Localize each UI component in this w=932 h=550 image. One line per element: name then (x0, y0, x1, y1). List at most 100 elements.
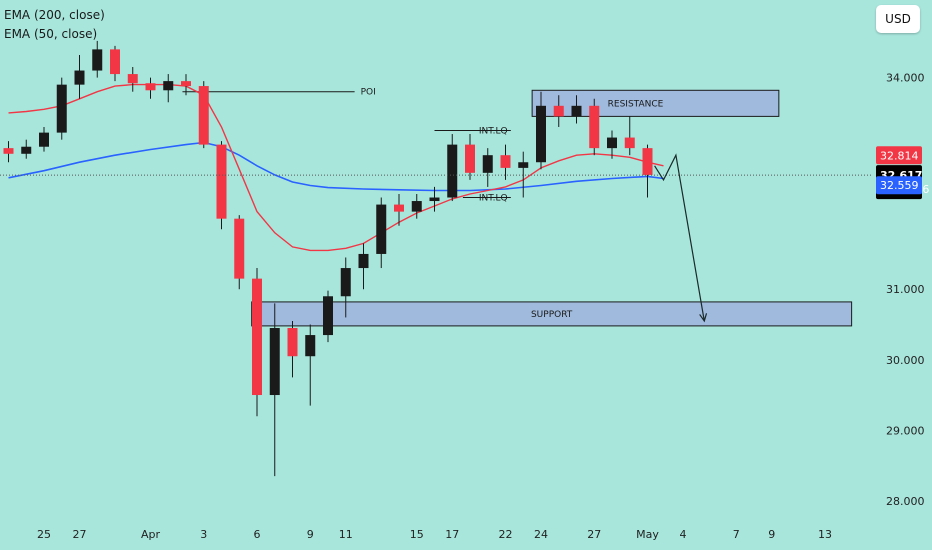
candle-body (92, 49, 103, 71)
zone-label-support: SUPPORT (531, 310, 573, 320)
candle-25 (447, 134, 458, 202)
candle-21 (376, 197, 387, 269)
x-tick-label: 27 (587, 528, 601, 541)
candle-14 (252, 268, 262, 417)
projection-layer (0, 153, 872, 323)
candle-body (127, 74, 138, 84)
candles-layer (3, 40, 653, 477)
price-label-bg (876, 176, 922, 195)
legend-ema50[interactable]: EMA (50, close) (4, 27, 98, 41)
candle-1 (21, 139, 32, 159)
candle-body (305, 335, 316, 357)
x-tick-label: 17 (445, 528, 459, 541)
candle-body (553, 105, 564, 117)
indicator-legend: EMA (200, close) EMA (50, close) (4, 6, 105, 44)
y-tick-label: 30.000 (886, 354, 925, 367)
candle-17 (305, 324, 316, 406)
annotation-label-1: INT.LQ (479, 127, 508, 137)
currency-button[interactable]: USD (876, 5, 920, 33)
x-tick-label: 11 (339, 528, 353, 541)
candle-body (163, 81, 174, 91)
candle-body (198, 86, 209, 145)
candle-body (411, 201, 422, 212)
ema-layer (8, 83, 664, 252)
candle-8 (145, 77, 156, 99)
y-tick-label: 34.000 (886, 72, 925, 85)
ema50-line (8, 83, 664, 252)
y-tick-label: 28.000 (886, 495, 925, 508)
x-tick-label: 4 (680, 528, 687, 541)
candle-body (394, 204, 404, 212)
candle-27 (482, 148, 493, 187)
y-tick-label: 31.000 (886, 283, 925, 296)
projection-path (654, 153, 705, 322)
legend-ema200[interactable]: EMA (200, close) (4, 8, 105, 22)
candle-body (323, 296, 333, 336)
annotation-label-0: POI (361, 88, 376, 98)
x-tick-label: 3 (200, 528, 207, 541)
candle-body (429, 197, 440, 202)
candle-body (56, 84, 67, 133)
x-tick-label: 15 (410, 528, 424, 541)
candle-9 (163, 74, 174, 103)
candle-body (340, 268, 351, 297)
candle-32 (571, 95, 582, 124)
candle-body (3, 148, 14, 154)
candle-body (145, 83, 156, 91)
candle-body (447, 144, 458, 198)
candle-23 (411, 193, 422, 219)
candle-34 (607, 130, 617, 159)
candle-body (500, 155, 511, 168)
candle-body (482, 155, 493, 173)
price-label-text: 32.814 (880, 149, 919, 162)
x-tick-label: 24 (534, 528, 548, 541)
x-tick-label: 9 (307, 528, 314, 541)
annotation-label-2: INT.LQ (479, 194, 508, 204)
candle-body (21, 146, 32, 154)
candle-2 (39, 126, 49, 152)
candle-13 (234, 215, 245, 290)
candle-body (589, 105, 600, 149)
x-tick-label: 13 (818, 528, 832, 541)
projection-arrowhead (699, 313, 708, 323)
candle-15 (269, 303, 280, 477)
x-tick-label: 27 (73, 528, 87, 541)
candle-body (269, 328, 280, 396)
candle-22 (394, 193, 404, 226)
candle-body (624, 137, 635, 149)
x-tick-label: May (636, 528, 659, 541)
x-tick-label: 9 (768, 528, 775, 541)
candle-body (607, 137, 617, 149)
ema200-line (8, 141, 664, 192)
candle-body (376, 204, 387, 254)
candle-body (571, 105, 582, 117)
candle-12 (216, 141, 227, 230)
candle-10 (181, 74, 191, 96)
candle-19 (340, 257, 351, 318)
candle-body (536, 105, 546, 163)
candle-body (234, 218, 245, 279)
price-label-text: 32.559 (880, 179, 919, 192)
candle-body (465, 144, 475, 173)
x-tick-label: 25 (37, 528, 51, 541)
candle-body (252, 278, 262, 396)
candle-36 (642, 144, 653, 198)
candle-31 (553, 95, 564, 127)
zone-label-resistance: RESISTANCE (608, 99, 664, 109)
price-label-bg (876, 146, 922, 165)
candle-body (358, 253, 369, 269)
candle-body (181, 81, 191, 87)
candle-18 (323, 290, 333, 343)
annotations-layer: POI INT.LQ INT.LQ (182, 88, 511, 204)
x-tick-label: 6 (254, 528, 261, 541)
y-tick-label: 29.000 (886, 424, 925, 437)
axis-layer: 34.000 31.000 30.000 29.000 28.000 25 27 Apr 3 6 9… (37, 72, 929, 541)
x-tick-label: 22 (499, 528, 513, 541)
candle-33 (589, 98, 600, 156)
candle-24 (429, 186, 440, 212)
candle-3 (56, 77, 67, 140)
candle-4 (74, 55, 85, 99)
candle-0 (3, 141, 14, 163)
